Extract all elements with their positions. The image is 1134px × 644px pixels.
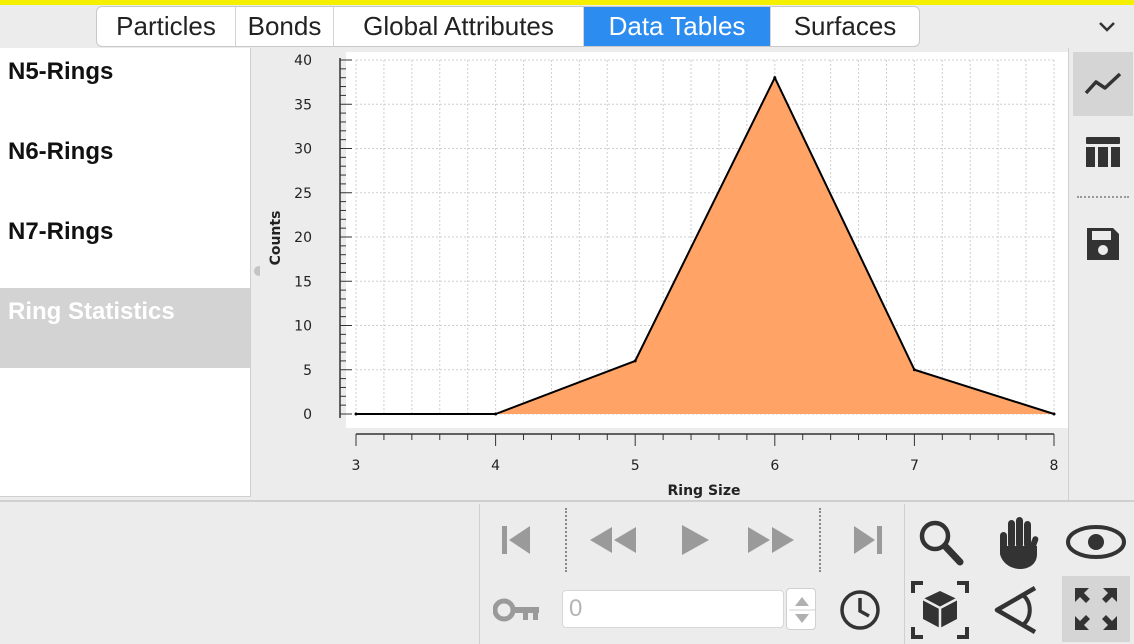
x-tick-label: 3 bbox=[352, 458, 361, 474]
y-tick-label: 5 bbox=[303, 363, 312, 379]
save-button[interactable] bbox=[1073, 212, 1133, 276]
tab-surfaces[interactable]: Surfaces bbox=[793, 11, 897, 41]
toolbar-separator bbox=[1077, 196, 1129, 198]
x-tick-label: 6 bbox=[770, 458, 779, 474]
animation-settings-button[interactable] bbox=[836, 586, 884, 634]
maximize-viewport-button[interactable] bbox=[1062, 576, 1130, 642]
splitter-handle[interactable] bbox=[254, 266, 264, 276]
list-item-ring-statistics[interactable]: Ring Statistics bbox=[0, 288, 250, 368]
zoom-scene-extents-button[interactable] bbox=[908, 578, 972, 642]
view-toolbar bbox=[1068, 48, 1134, 500]
list-item-n6-rings[interactable]: N6-Rings bbox=[8, 138, 114, 165]
status-area bbox=[0, 504, 480, 644]
save-icon bbox=[1087, 228, 1119, 260]
pan-hand-icon bbox=[1000, 517, 1039, 569]
step-forward-button[interactable] bbox=[744, 518, 798, 562]
data-point bbox=[912, 368, 916, 372]
jump-to-end-icon bbox=[854, 526, 882, 554]
data-point bbox=[633, 359, 637, 363]
data-point bbox=[773, 76, 777, 80]
orbit-button[interactable] bbox=[1064, 514, 1128, 570]
x-tick-label: 5 bbox=[631, 458, 640, 474]
line-chart-icon bbox=[1084, 72, 1122, 95]
chart-view-button[interactable] bbox=[1073, 52, 1133, 116]
y-tick-label: 30 bbox=[294, 142, 312, 158]
chevron-down-icon[interactable] bbox=[1094, 14, 1120, 38]
tab-bar: Particles Bonds Global Attributes Data T… bbox=[96, 6, 920, 47]
table-view-button[interactable] bbox=[1073, 120, 1133, 184]
frame-spinner[interactable] bbox=[786, 588, 816, 630]
zoom-icon bbox=[919, 520, 964, 566]
list-item-n5-rings[interactable]: N5-Rings bbox=[8, 58, 114, 85]
step-forward-icon bbox=[748, 527, 794, 553]
x-tick-label: 8 bbox=[1050, 458, 1059, 474]
separator bbox=[819, 508, 821, 572]
y-tick-label: 10 bbox=[294, 319, 312, 335]
toolbar-divider bbox=[904, 504, 905, 644]
table-icon bbox=[1086, 137, 1120, 167]
clock-icon bbox=[840, 590, 880, 630]
data-point bbox=[494, 412, 498, 416]
y-tick-label: 15 bbox=[294, 274, 312, 290]
jump-to-start-icon bbox=[502, 526, 530, 554]
zoom-scene-extents-icon bbox=[911, 581, 969, 639]
orbit-eye-icon bbox=[1066, 525, 1126, 559]
data-point bbox=[354, 412, 358, 416]
y-tick-label: 20 bbox=[294, 230, 312, 246]
data-table-list: N5-Rings N6-Rings N7-Rings Ring Statisti… bbox=[0, 48, 251, 497]
ring-size-chart: 0 5 10 15 20 25 30 35 40 3 4 5 6 7 8 Ring Size Counts bbox=[268, 52, 1068, 499]
x-axis: 3 4 5 6 7 8 bbox=[352, 434, 1059, 474]
y-tick-label: 40 bbox=[294, 53, 312, 69]
fov-button[interactable] bbox=[988, 580, 1044, 640]
play-button[interactable] bbox=[672, 518, 716, 562]
animation-mode-button[interactable] bbox=[492, 590, 542, 630]
list-item-n7-rings[interactable]: N7-Rings bbox=[8, 218, 114, 245]
spinner-arrows-icon bbox=[789, 597, 815, 623]
line-series bbox=[356, 75, 1055, 415]
y-tick-label: 35 bbox=[294, 97, 312, 113]
pan-button[interactable] bbox=[990, 512, 1046, 572]
y-axis-label: Counts bbox=[268, 211, 284, 266]
tab-particles[interactable]: Particles bbox=[97, 7, 236, 46]
x-axis-label: Ring Size bbox=[668, 483, 741, 499]
tab-global-attributes[interactable]: Global Attributes bbox=[334, 7, 584, 46]
x-tick-label: 4 bbox=[491, 458, 500, 474]
step-back-icon bbox=[590, 527, 636, 553]
x-tick-label: 7 bbox=[910, 458, 919, 474]
key-icon bbox=[493, 598, 539, 622]
jump-to-end-button[interactable] bbox=[846, 518, 890, 562]
chart-panel: 0 5 10 15 20 25 30 35 40 3 4 5 6 7 8 Ring Size Counts bbox=[260, 48, 1068, 500]
separator bbox=[565, 508, 567, 572]
data-point bbox=[1052, 412, 1056, 416]
area-series bbox=[356, 77, 1054, 414]
y-tick-label: 0 bbox=[303, 407, 312, 423]
play-icon bbox=[682, 525, 709, 555]
maximize-viewport-icon bbox=[1075, 588, 1117, 630]
y-tick-label: 25 bbox=[294, 186, 312, 202]
fov-icon bbox=[994, 586, 1037, 634]
tab-data-tables[interactable]: Data Tables bbox=[584, 7, 771, 46]
step-back-button[interactable] bbox=[586, 518, 640, 562]
y-axis: 0 5 10 15 20 25 30 35 40 bbox=[294, 53, 352, 423]
frame-input[interactable]: 0 bbox=[562, 590, 784, 628]
window-highlight-bar bbox=[0, 0, 1134, 5]
zoom-button[interactable] bbox=[912, 514, 968, 570]
jump-to-start-button[interactable] bbox=[494, 518, 538, 562]
tab-bonds[interactable]: Bonds bbox=[236, 7, 334, 46]
